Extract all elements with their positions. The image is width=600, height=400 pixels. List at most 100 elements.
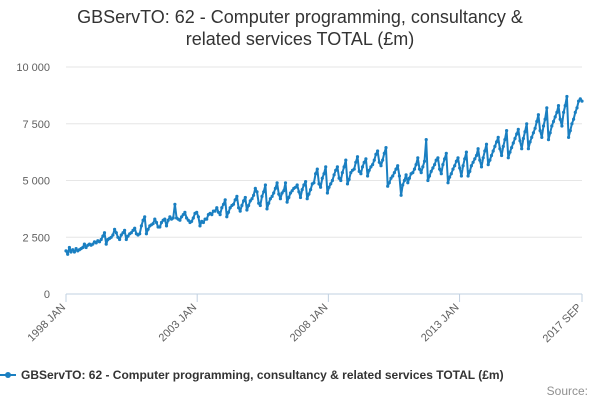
data-point [399,193,403,197]
data-point [553,115,557,119]
data-point [360,165,365,169]
data-point [558,117,562,121]
data-point [570,122,574,126]
data-point [369,165,373,169]
data-point [332,173,336,177]
data-point [536,113,541,117]
data-point [478,158,482,162]
data-point [349,171,353,175]
data-point [312,181,316,185]
data-point [486,163,490,167]
data-point [444,151,448,155]
data-point [243,195,247,200]
data-point [139,224,143,228]
data-point [278,197,282,201]
data-point [297,190,301,194]
data-point [510,146,514,150]
data-point [362,160,366,164]
data-point [376,149,380,153]
data-point [548,131,552,135]
data-point [464,150,468,154]
data-point [305,197,309,201]
y-tick-label: 7 500 [22,119,50,131]
data-point [138,232,142,236]
data-point [479,165,484,169]
data-point [290,189,294,193]
data-point [123,228,127,232]
data-point [319,185,323,189]
data-point [185,216,189,220]
data-point [540,135,544,139]
data-point [237,206,241,210]
data-point [441,163,445,167]
data-point [347,177,351,181]
data-point [366,174,370,178]
data-point [459,174,463,178]
data-point [298,195,303,200]
data-point [337,176,341,180]
data-point [392,171,396,175]
data-point [578,97,582,101]
legend[interactable]: GBServTO: 62 - Computer programming, con… [0,366,504,384]
data-point [260,194,264,198]
data-point [275,181,279,185]
data-point [508,150,512,154]
data-point [521,136,526,141]
data-point [231,202,236,206]
data-point [190,219,194,223]
data-point [498,147,502,151]
data-point [339,178,343,183]
data-point [268,197,272,201]
data-point [344,158,348,162]
data-point [448,175,452,179]
data-point [469,164,473,168]
data-point [367,168,371,172]
data-point [109,235,113,239]
data-point [411,171,415,175]
data-point [196,215,200,219]
data-point [198,224,202,228]
data-point [516,127,520,131]
data-point [446,181,450,185]
data-point [381,158,385,162]
source-label: Source: [546,384,588,398]
data-point [314,172,318,176]
data-point [154,220,159,225]
data-point [473,157,477,161]
data-point [546,138,551,142]
data-point [180,215,184,219]
data-point [226,210,231,214]
data-point [463,157,467,161]
data-point [456,156,460,160]
data-point [565,94,569,99]
data-point [309,188,313,192]
data-point [283,181,288,185]
data-point [372,158,376,162]
legend-label: GBServTO: 62 - Computer programming, con… [21,368,504,382]
data-point [575,106,579,110]
data-point [101,234,105,238]
data-point [439,172,443,176]
data-point [355,155,360,159]
chart-title-line-2: related services TOTAL (£m) [185,29,415,49]
data-point [501,144,505,148]
data-point [352,167,356,171]
data-point [97,240,102,244]
data-point [245,208,249,212]
data-point [324,165,328,169]
data-point [91,242,95,246]
x-tick-label: 2017 SEP [541,302,585,346]
data-point [257,201,261,205]
data-point [359,172,363,176]
data-point [74,247,78,251]
data-point [573,110,577,114]
data-point [505,129,509,133]
data-point [523,130,527,134]
data-point [335,165,339,169]
data-point [270,194,274,198]
data-point [538,129,542,133]
data-point [186,218,190,222]
data-point [195,210,199,214]
data-point [277,192,281,196]
